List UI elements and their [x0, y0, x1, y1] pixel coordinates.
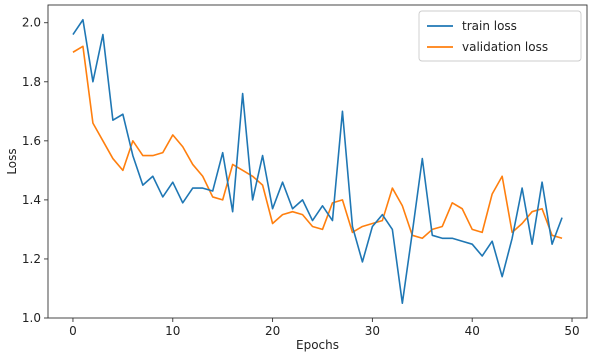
- legend-label: train loss: [462, 19, 517, 33]
- y-tick-label: 1.8: [22, 75, 41, 89]
- x-tick-label: 50: [564, 324, 579, 338]
- y-tick-label: 1.2: [22, 252, 41, 266]
- x-tick-label: 10: [165, 324, 180, 338]
- y-tick-label: 2.0: [22, 16, 41, 30]
- series-layer: [72, 18, 563, 305]
- x-axis-title: Epochs: [296, 338, 339, 352]
- y-tick-label: 1.6: [22, 134, 41, 148]
- legend: train loss validation loss: [418, 10, 582, 62]
- y-tick-label: 1.4: [22, 193, 41, 207]
- legend-box: [418, 10, 582, 62]
- series-line-train-loss: [72, 18, 563, 305]
- series-line-validation-loss: [72, 45, 563, 240]
- ticks-layer: 0 10 20 30 40 50 1.0 1.2 1.4 1.6 1.8 2.0: [22, 16, 580, 338]
- x-tick-label: 40: [465, 324, 480, 338]
- legend-label: validation loss: [462, 40, 548, 54]
- x-tick-label: 20: [265, 324, 280, 338]
- x-tick-label: 30: [365, 324, 380, 338]
- x-tick-label: 0: [69, 324, 77, 338]
- y-tick-label: 1.0: [22, 311, 41, 325]
- y-axis-title: Loss: [5, 148, 19, 174]
